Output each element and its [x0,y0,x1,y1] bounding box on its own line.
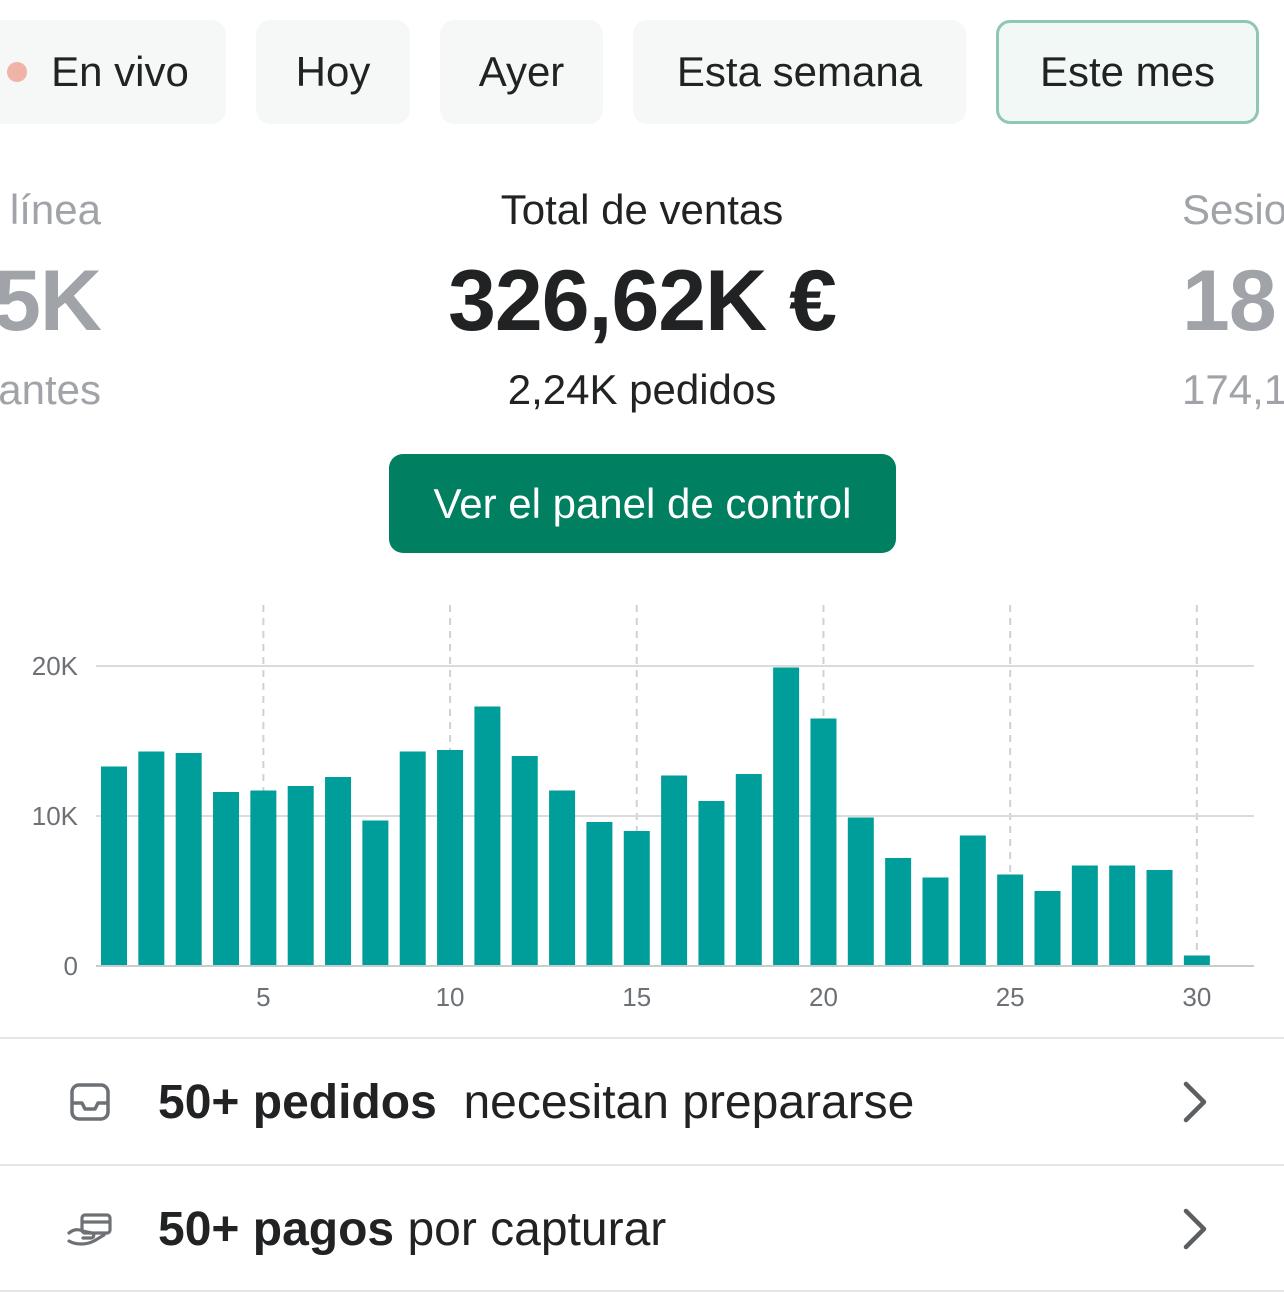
metric-value: 18 [1182,253,1277,349]
task-count: 50+ pedidos [158,1075,437,1129]
bar-day-6 [287,786,314,966]
bar-day-9 [399,751,426,966]
x-tick-label: 10 [436,982,465,1012]
task-description: necesitan prepararse [463,1075,915,1129]
bar-day-2 [138,751,165,966]
tab-this-month[interactable]: Este mes [996,20,1259,124]
bar-day-17 [698,801,725,966]
bar-day-12 [511,756,538,966]
bar-day-16 [661,775,688,966]
x-tick-label: 20 [809,982,838,1012]
metric-subtitle: antes [0,366,101,413]
bar-day-24 [959,835,986,966]
task-text: 50+ pagos por capturar [158,1202,666,1257]
metric-subtitle: 2,24K pedidos [507,366,777,413]
tab-live[interactable]: En vivo [0,20,226,124]
bar-day-18 [735,774,762,966]
bar-day-28 [1109,865,1136,966]
bar-day-22 [885,858,912,966]
tab-label: En vivo [51,48,189,95]
view-dashboard-button[interactable]: Ver el panel de control [389,454,896,553]
bar-day-15 [623,831,650,966]
x-tick-label: 30 [1182,982,1211,1012]
task-orders-to-fulfill[interactable]: 50+ pedidos necesitan prepararse [0,1040,1284,1164]
metric-title: línea [9,186,101,233]
tab-label: Esta semana [676,48,923,95]
live-indicator-dot [7,62,28,82]
metric-value: 5K [0,253,102,349]
tab-label: Este mes [1039,48,1216,95]
tab-label: Hoy [295,48,371,95]
bar-day-4 [213,792,240,966]
bar-day-8 [362,820,389,966]
y-tick-label: 0 [64,951,78,981]
bar-day-29 [1146,870,1173,966]
tab-yesterday[interactable]: Ayer [440,20,603,124]
divider [0,1164,1284,1166]
button-label: Ver el panel de control [433,479,852,527]
metric-title: Sesio [1182,186,1284,233]
divider [0,1037,1284,1039]
y-tick-label: 20K [32,651,79,681]
bar-day-25 [997,874,1024,966]
x-tick-label: 25 [996,982,1025,1012]
sales-bar-chart: 0 10K 20K 5 10 15 20 25 30 [32,605,1254,1012]
payment-icon [67,1213,112,1246]
bar-day-19 [773,667,800,966]
chevron-right-icon [1183,1081,1207,1123]
task-payments-to-capture[interactable]: 50+ pagos por capturar [0,1167,1284,1291]
metric-title: Total de ventas [500,186,784,233]
bar-day-21 [847,817,874,966]
task-description: por capturar [407,1202,667,1256]
bar-day-23 [922,877,949,966]
bar-day-5 [250,790,277,966]
tab-today[interactable]: Hoy [256,20,410,124]
inbox-icon [70,1083,110,1121]
task-count: 50+ pagos [158,1202,395,1256]
tab-this-week[interactable]: Esta semana [633,20,966,124]
bar-day-3 [175,753,202,966]
bar-day-13 [549,790,576,966]
y-tick-label: 10K [32,801,79,831]
bar-day-27 [1071,865,1098,966]
bar-day-11 [474,706,501,966]
x-tick-label: 15 [622,982,651,1012]
chevron-right-icon [1183,1208,1207,1250]
task-text: 50+ pedidos necesitan prepararse [158,1075,914,1130]
bar-day-1 [101,766,127,966]
bar-day-30 [1183,955,1210,966]
metric-subtitle: 174,1 [1182,366,1284,413]
divider [0,1290,1284,1292]
metric-value: 326,62K € [448,253,837,349]
x-tick-label: 5 [256,982,270,1012]
bar-day-26 [1034,891,1061,966]
tab-label: Ayer [478,48,565,95]
bar-day-20 [810,718,837,966]
bar-day-14 [586,822,613,966]
bar-day-10 [437,750,464,966]
bar-day-7 [325,777,352,966]
